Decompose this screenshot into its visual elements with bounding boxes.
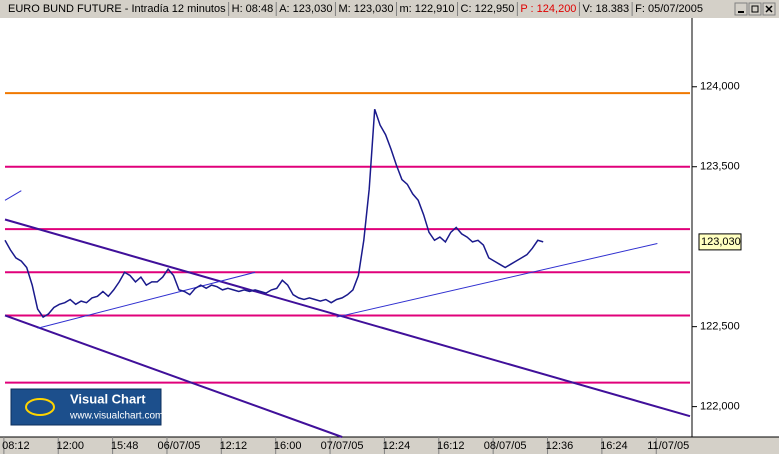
y-tick-label: 124,000	[700, 81, 740, 93]
title-part: V: 18.383	[582, 3, 629, 15]
title-part: M: 123,030	[338, 3, 393, 15]
close-icon	[765, 5, 773, 13]
x-tick-label: 12:24	[383, 440, 411, 452]
title-part: H: 08:48	[232, 3, 274, 15]
title-part: C: 122,950	[461, 3, 515, 15]
logo-name: Visual Chart	[70, 391, 146, 406]
x-tick-label: 08/07/05	[484, 440, 527, 452]
x-tick-label: 16:12	[437, 440, 465, 452]
trendline	[4, 218, 691, 418]
title-part: P : 124,200	[520, 3, 576, 15]
logo-box	[10, 388, 162, 426]
last-price-label: 123,030	[701, 236, 741, 248]
trendline	[4, 190, 22, 201]
plot-bg	[0, 18, 779, 437]
x-tick-label: 12:12	[220, 440, 248, 452]
maximize-button[interactable]	[748, 2, 762, 16]
x-tick-label: 06/07/05	[158, 440, 201, 452]
logo-icon	[25, 398, 55, 416]
y-tick-label: 122,000	[700, 401, 740, 413]
logo-url: www.visualchart.com	[69, 411, 163, 422]
minimize-button[interactable]	[734, 2, 748, 16]
logo: Visual Chart www.visualchart.com	[10, 388, 163, 426]
title-part: EURO BUND FUTURE - Intradía 12 minutos	[8, 3, 226, 15]
trendline	[4, 314, 343, 438]
title-part: F: 05/07/2005	[635, 3, 703, 15]
y-tick-label: 123,500	[700, 161, 740, 173]
x-tick-label: 16:00	[274, 440, 302, 452]
price-line	[4, 108, 544, 319]
x-tick-label: 11/07/05	[647, 440, 689, 452]
x-tick-label: 15:48	[111, 440, 139, 452]
maximize-icon	[751, 5, 759, 13]
x-tick-label: 12:36	[546, 440, 574, 452]
x-tick-label: 12:00	[56, 440, 84, 452]
x-tick-label: 16:24	[600, 440, 628, 452]
window-buttons	[734, 2, 776, 16]
trendline	[37, 271, 256, 329]
x-tick-label: 07/07/05	[321, 440, 364, 452]
title-part: m: 122,910	[399, 3, 454, 15]
title-part: A: 123,030	[279, 3, 332, 15]
title-bar: EURO BUND FUTURE - Intradía 12 minutos H:…	[8, 2, 703, 16]
x-tick-label: 08:12	[2, 440, 30, 452]
last-price-tag	[698, 233, 742, 251]
trendline	[336, 243, 658, 318]
y-tick-label: 122,500	[700, 321, 740, 333]
